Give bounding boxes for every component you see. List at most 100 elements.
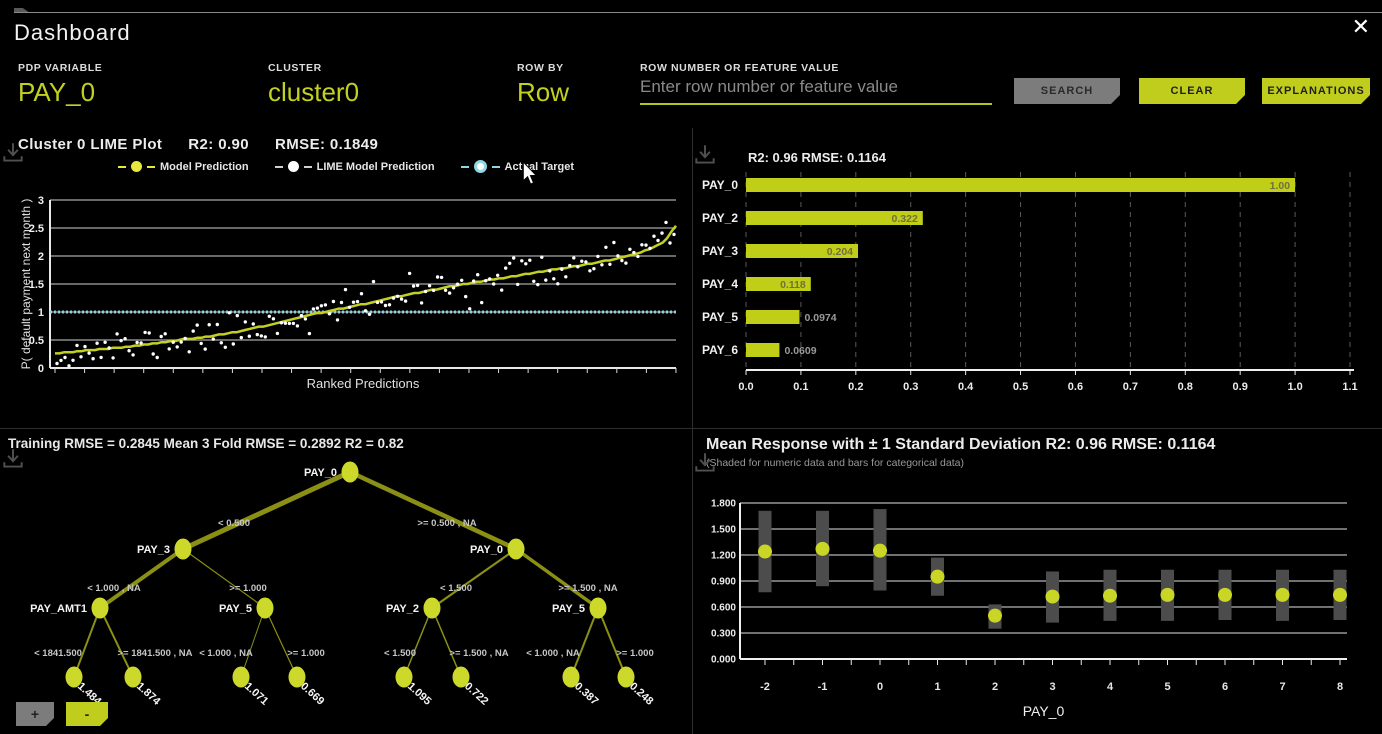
tree-node-label: PAY_2	[386, 603, 419, 615]
scatter-point	[139, 341, 143, 345]
row-by-control: ROW BY Row	[517, 62, 569, 108]
bar-value-label: 1.00	[1270, 180, 1291, 192]
tree-edge	[597, 607, 627, 678]
scatter-point	[171, 340, 175, 344]
close-icon[interactable]: ✕	[1351, 14, 1370, 39]
scatter-point	[179, 340, 183, 344]
cluster-value[interactable]: cluster0	[268, 77, 360, 107]
scatter-point	[403, 299, 408, 303]
bar	[746, 343, 780, 357]
y-tick-label: 1.200	[711, 551, 736, 562]
pdp-subtitle: (Shaded for numeric data and bars for ca…	[706, 457, 964, 469]
scatter-point	[375, 300, 380, 305]
cluster-label: CLUSTER	[268, 62, 322, 74]
explanations-button[interactable]: EXPLANATIONS	[1262, 78, 1370, 104]
scatter-point	[588, 269, 592, 273]
scatter-point	[131, 353, 135, 357]
row-by-value[interactable]: Row	[517, 77, 570, 107]
mean-point	[930, 569, 945, 584]
mean-point	[1045, 589, 1060, 604]
scatter-point	[283, 321, 288, 325]
bar	[746, 211, 923, 225]
scatter-point	[271, 317, 276, 321]
scatter-point	[544, 278, 548, 282]
actual-target-dot-icon	[473, 160, 487, 173]
scatter-point	[123, 337, 127, 341]
x-tick-label: 6	[1222, 681, 1228, 693]
tree-edge-label: >= 1.500 , NA	[449, 648, 508, 659]
x-tick-label: 2	[992, 681, 998, 693]
tree-leaf-value: 1.071	[242, 680, 270, 707]
scatter-point	[387, 303, 392, 307]
scatter-point	[247, 334, 251, 338]
scatter-point	[183, 336, 187, 341]
x-tick-label: 0.6	[1068, 381, 1083, 393]
x-tick-label: 5	[1164, 681, 1170, 693]
lime-title-text: Cluster 0 LIME Plot	[18, 136, 163, 153]
search-button[interactable]: SEARCH	[1014, 78, 1120, 104]
scatter-point	[584, 260, 588, 264]
tree-node	[452, 666, 470, 688]
x-tick-label: 0.1	[793, 381, 808, 393]
scatter-point	[528, 258, 532, 262]
x-tick-label: 0.2	[848, 381, 863, 393]
scatter-point	[335, 318, 340, 322]
tree-zoom-out-button[interactable]: -	[66, 702, 108, 726]
tree-leaf-value: 0.722	[462, 680, 490, 707]
scatter-point	[87, 351, 91, 355]
y-tick-label: 0.600	[711, 603, 736, 614]
scatter-point	[431, 288, 436, 293]
tree-node	[589, 597, 607, 619]
x-tick-label: 0.4	[958, 381, 974, 393]
download-icon[interactable]	[0, 140, 26, 166]
bar	[746, 244, 859, 258]
x-tick-label: 7	[1279, 681, 1285, 693]
scatter-point	[648, 246, 652, 250]
scatter-point	[67, 364, 71, 368]
scatter-point	[399, 297, 404, 301]
y-tick-label: 2	[38, 251, 44, 263]
scatter-point	[63, 355, 67, 360]
scatter-point	[439, 275, 444, 280]
tree-node	[617, 666, 635, 688]
search-input[interactable]	[640, 74, 992, 105]
scatter-point	[395, 294, 400, 298]
legend-dash	[117, 165, 126, 168]
pdp-variable-value[interactable]: PAY_0	[18, 77, 96, 107]
tree-edge	[570, 607, 599, 678]
scatter-point	[239, 335, 243, 340]
x-tick-label: 0.5	[1013, 381, 1028, 393]
scatter-point	[251, 322, 255, 326]
cluster-control: CLUSTER cluster0	[268, 62, 359, 108]
mean-point	[873, 543, 887, 558]
tree-node	[65, 666, 83, 688]
y-tick-label: 1.500	[711, 525, 736, 536]
scatter-point	[323, 303, 328, 307]
scatter-point	[219, 341, 223, 345]
page-title: Dashboard	[14, 20, 131, 45]
tree-node-label: PAY_3	[137, 544, 170, 556]
scatter-point	[159, 334, 163, 339]
model-prediction-dot-icon	[130, 161, 142, 172]
mean-point	[988, 608, 1002, 623]
download-icon[interactable]	[692, 142, 718, 168]
pdp-variable-control: PDP VARIABLE PAY_0	[18, 62, 102, 108]
x-axis-label: Ranked Predictions	[307, 376, 420, 391]
y-axis-label: P( default payment next month )	[19, 199, 33, 370]
tree-node-label: PAY_5	[552, 603, 585, 615]
scatter-point	[427, 284, 432, 288]
tree-node	[288, 666, 306, 688]
download-icon[interactable]	[0, 446, 26, 472]
x-tick-label: 1	[934, 681, 940, 693]
bar	[746, 310, 800, 324]
tree-edge	[349, 469, 517, 552]
scatter-point	[263, 335, 267, 339]
scatter-point	[407, 271, 412, 276]
scatter-point	[115, 332, 119, 336]
download-icon[interactable]	[692, 450, 718, 476]
x-tick-label: -2	[760, 681, 770, 693]
tree-zoom-in-button[interactable]: +	[16, 702, 54, 726]
clear-button[interactable]: CLEAR	[1139, 78, 1245, 104]
lime-r2: R2: 0.90	[188, 136, 250, 153]
scatter-point	[151, 352, 155, 356]
